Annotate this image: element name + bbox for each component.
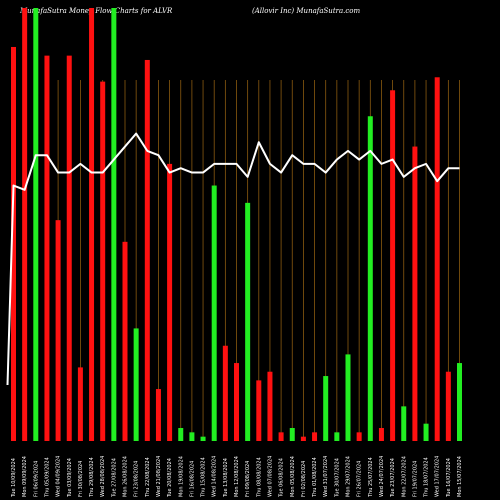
- flow-bar: [378, 428, 384, 441]
- flow-bar: [445, 371, 451, 441]
- x-tick-label: Fri 26/07/2024: [357, 461, 363, 497]
- flow-bar: [312, 432, 318, 441]
- flow-bar: [77, 367, 83, 441]
- flow-bar: [434, 77, 440, 441]
- flow-bar: [222, 345, 228, 441]
- flow-bar: [390, 90, 396, 442]
- x-tick-label: Fri 16/08/2024: [189, 461, 195, 497]
- x-tick-label: Wed 28/08/2024: [100, 456, 106, 497]
- x-tick-label: Mon 05/08/2024: [290, 456, 296, 497]
- x-tick-label: Fri 23/08/2024: [134, 461, 140, 497]
- flow-bar: [401, 406, 407, 441]
- x-tick-label: Wed 24/07/2024: [379, 456, 385, 497]
- x-tick-label: Mon 12/08/2024: [234, 456, 240, 497]
- flow-bar: [200, 436, 206, 441]
- x-tick-label: Tue 27/08/2024: [111, 458, 117, 498]
- flow-bar: [211, 185, 217, 441]
- flow-bar: [245, 202, 251, 441]
- x-tick-label: Tue 20/08/2024: [167, 458, 173, 498]
- flow-bar: [44, 55, 50, 441]
- x-tick-label: Wed 04/09/2024: [56, 456, 62, 497]
- x-tick-label: Wed 17/07/2024: [435, 456, 441, 497]
- x-tick-label: Tue 16/07/2024: [446, 458, 452, 498]
- flow-bar: [367, 116, 373, 441]
- chart-title-left: MunafaSutra Money Flow Charts for ALVR: [20, 7, 173, 15]
- flow-bar: [155, 389, 161, 441]
- x-tick-label: Mon 15/07/2024: [457, 456, 463, 497]
- x-tick-label: Thu 22/08/2024: [145, 457, 151, 498]
- flow-bar: [100, 81, 106, 442]
- x-tick-label: Fri 19/07/2024: [412, 461, 418, 497]
- x-tick-label: Tue 06/08/2024: [279, 458, 285, 498]
- flow-bar: [167, 163, 173, 441]
- x-tick-label: Tue 13/08/2024: [223, 458, 229, 498]
- flow-bar: [345, 354, 351, 441]
- x-tick-label: Thu 05/09/2024: [44, 457, 50, 498]
- flow-bar: [412, 146, 418, 441]
- x-tick-label: Wed 07/08/2024: [267, 456, 273, 497]
- flow-bar: [234, 363, 239, 441]
- x-tick-label: Thu 18/07/2024: [424, 457, 430, 498]
- x-tick-label: Tue 03/09/2024: [67, 458, 73, 498]
- x-tick-label: Wed 14/08/2024: [212, 456, 218, 497]
- x-tick-label: Mon 09/09/2024: [22, 456, 28, 497]
- flow-bar: [33, 8, 39, 441]
- x-tick-label: Mon 22/07/2024: [401, 456, 407, 497]
- x-tick-label: Tue 10/09/2024: [11, 458, 17, 498]
- flow-bar: [66, 55, 72, 441]
- flow-bar: [111, 8, 117, 441]
- flow-bar: [300, 436, 306, 441]
- x-tick-label: Thu 25/07/2024: [368, 457, 374, 498]
- money-flow-line: [6, 132, 460, 386]
- x-tick-label: Mon 29/07/2024: [346, 456, 352, 497]
- flow-bar: [423, 423, 429, 441]
- flow-bar: [267, 371, 273, 441]
- x-tick-label: Fri 02/08/2024: [301, 461, 307, 497]
- x-tick-label: Thu 15/08/2024: [201, 457, 207, 498]
- flow-bar: [178, 428, 184, 441]
- flow-bar: [22, 8, 28, 441]
- x-tick-label: Mon 26/08/2024: [123, 456, 129, 497]
- flow-bar: [122, 241, 128, 441]
- flow-bar: [133, 328, 139, 441]
- flow-bar: [144, 59, 150, 442]
- x-tick-label: Thu 08/08/2024: [256, 457, 262, 498]
- chart-title-right: (Allovir Inc) MunafaSutra.com: [252, 7, 361, 15]
- x-tick-label: Tue 30/07/2024: [334, 458, 340, 498]
- flow-bar: [457, 363, 462, 441]
- flow-bar: [89, 8, 95, 441]
- x-tick-label: Thu 29/08/2024: [89, 457, 95, 498]
- x-tick-label: Thu 01/08/2024: [312, 457, 318, 498]
- flow-bar: [11, 46, 16, 441]
- x-tick-label: Fri 06/09/2024: [33, 461, 39, 497]
- x-tick-label: Mon 19/08/2024: [178, 456, 184, 497]
- x-tick-label: Fri 09/08/2024: [245, 461, 251, 497]
- x-tick-label: Wed 31/07/2024: [323, 456, 329, 497]
- flow-bar: [289, 428, 295, 441]
- flow-bar: [356, 432, 362, 441]
- flow-bar: [278, 432, 284, 441]
- x-tick-label: Fri 30/08/2024: [78, 461, 84, 497]
- flow-bar: [55, 220, 61, 441]
- flow-bar: [256, 380, 262, 441]
- x-tick-label: Wed 21/08/2024: [156, 456, 162, 497]
- flow-bar: [189, 432, 195, 441]
- flow-bar: [323, 376, 329, 441]
- flow-bar: [334, 432, 340, 441]
- x-tick-label: Tue 23/07/2024: [390, 458, 396, 498]
